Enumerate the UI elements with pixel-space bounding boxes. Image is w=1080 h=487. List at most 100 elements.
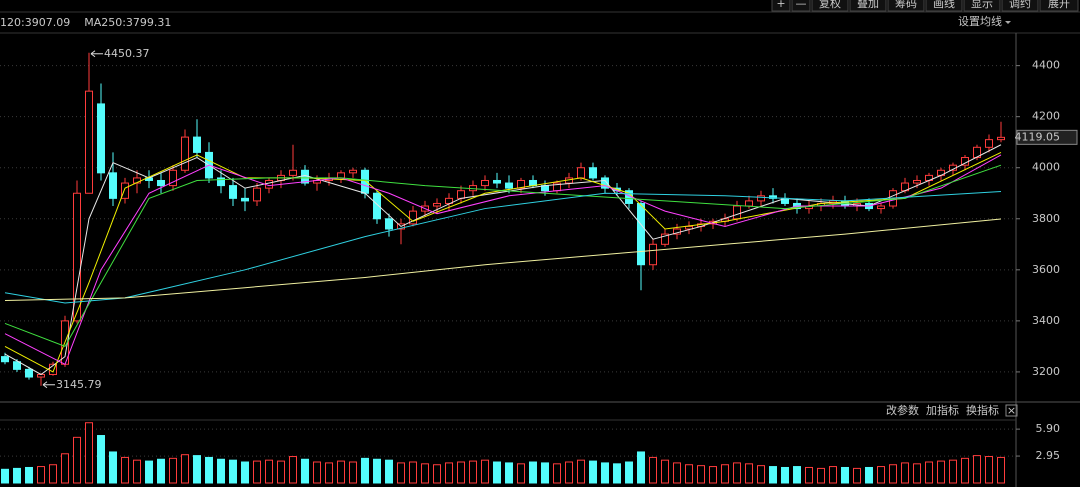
candle-body <box>241 197 249 202</box>
toolbar-button-label[interactable]: 筹码 <box>895 0 917 10</box>
candle-body <box>169 169 177 187</box>
volume-bar <box>433 464 441 484</box>
volume-bar <box>97 435 105 484</box>
volume-bar <box>421 463 429 484</box>
toolbar-button[interactable] <box>1039 0 1079 12</box>
current-price: 4119.05 <box>1015 130 1061 143</box>
volume-bar <box>205 456 213 484</box>
candle-body <box>913 179 921 184</box>
toolbar-button-label[interactable]: 画线 <box>933 0 955 10</box>
volume-bar <box>553 463 561 484</box>
toolbar-button-label[interactable]: — <box>796 0 807 10</box>
toolbar-button[interactable] <box>849 0 887 12</box>
volume-bar <box>841 466 849 484</box>
volume-bar <box>49 464 57 484</box>
volume-bar <box>85 422 93 484</box>
volume-bar <box>313 461 321 484</box>
y-tick-label: 2.95 <box>1036 449 1061 462</box>
y-tick-label: 3400 <box>1032 314 1060 327</box>
annotation-label: 3145.79 <box>56 378 102 391</box>
volume-bar <box>241 461 249 484</box>
volume-bar <box>853 467 861 484</box>
candle-body <box>217 177 225 187</box>
candle-body <box>409 210 417 225</box>
volume-bar <box>793 466 801 484</box>
volume-bar <box>697 465 705 484</box>
volume-bar <box>925 461 933 484</box>
toolbar-button-label[interactable]: 复权 <box>819 0 841 10</box>
panel-buttons: 改参数 加指标 换指标 × <box>886 403 1018 417</box>
volume-bar <box>457 461 465 484</box>
candle-body <box>757 195 765 202</box>
volume-bar <box>397 462 405 484</box>
volume-bar <box>961 457 969 484</box>
candle-body <box>229 185 237 199</box>
volume-bar <box>721 464 729 484</box>
volume-bar <box>229 459 237 484</box>
toolbar-button[interactable] <box>771 0 791 12</box>
candle-body <box>73 192 81 322</box>
candle-body <box>589 167 597 179</box>
toolbar-button[interactable] <box>963 0 1001 12</box>
toolbar-button[interactable] <box>791 0 811 12</box>
volume-bar <box>469 460 477 484</box>
volume-bar <box>829 466 837 484</box>
volume-bar <box>577 459 585 484</box>
volume-bar <box>685 464 693 484</box>
y-tick-label: 4000 <box>1032 161 1060 174</box>
candle-body <box>433 202 441 207</box>
toolbar-button-label[interactable]: + <box>776 0 785 10</box>
y-tick-label: 3200 <box>1032 365 1060 378</box>
candle-body <box>373 192 381 220</box>
volume-bar <box>157 458 165 484</box>
toolbar: + — 复权 叠加 筹码 画线 显示 调约 展开 <box>771 0 1079 12</box>
candle-body <box>601 177 609 189</box>
panel-button[interactable]: 加指标 <box>926 403 959 417</box>
volume-bar <box>61 453 69 484</box>
volume-bar <box>361 457 369 484</box>
candle-body <box>637 202 645 266</box>
volume-bar <box>601 462 609 484</box>
volume-bar <box>625 461 633 484</box>
panel-button[interactable]: × <box>1007 404 1016 417</box>
toolbar-button-label[interactable]: 叠加 <box>857 0 879 10</box>
ma-settings[interactable]: 设置均线 <box>958 14 1002 28</box>
volume-bar <box>217 458 225 484</box>
plot: 3200 3400 3600 3800 4000 4200 4400 120:3907.09 M… <box>0 16 1078 484</box>
toolbar-button[interactable] <box>811 0 849 12</box>
volume-bar <box>781 466 789 484</box>
volume-bar <box>289 456 297 484</box>
candle-body <box>505 182 513 189</box>
toolbar-button-label[interactable]: 显示 <box>971 0 993 10</box>
annotation-arrowhead <box>90 50 96 58</box>
candle-body <box>877 205 885 210</box>
toolbar-button[interactable] <box>925 0 963 12</box>
volume-bar <box>877 466 885 484</box>
volume-bar <box>445 462 453 484</box>
toolbar-button[interactable] <box>887 0 925 12</box>
volume-bar <box>133 459 141 484</box>
candle-body <box>985 139 993 148</box>
annotation-arrowhead <box>42 381 48 389</box>
toolbar-button[interactable] <box>1001 0 1039 12</box>
candle-body <box>13 361 21 370</box>
legend-entry: MA250:3799.31 <box>84 16 171 29</box>
volume-bar <box>709 466 717 484</box>
volume-bar <box>937 460 945 484</box>
candle-body <box>649 243 657 266</box>
toolbar-button-label[interactable]: 调约 <box>1009 0 1031 10</box>
volume-bar <box>805 466 813 484</box>
panel-button[interactable]: 改参数 <box>886 403 919 417</box>
candle-body <box>337 172 345 179</box>
volume-bar <box>1 468 9 484</box>
volume-bar <box>733 462 741 484</box>
toolbar-button-label[interactable]: 展开 <box>1048 0 1070 10</box>
panel-button[interactable]: 换指标 <box>966 403 999 417</box>
volume-bar <box>13 467 21 484</box>
candle-body <box>745 200 753 207</box>
dropdown-icon <box>1005 21 1011 24</box>
volume-bar <box>349 461 357 484</box>
close-box[interactable] <box>1005 404 1018 417</box>
